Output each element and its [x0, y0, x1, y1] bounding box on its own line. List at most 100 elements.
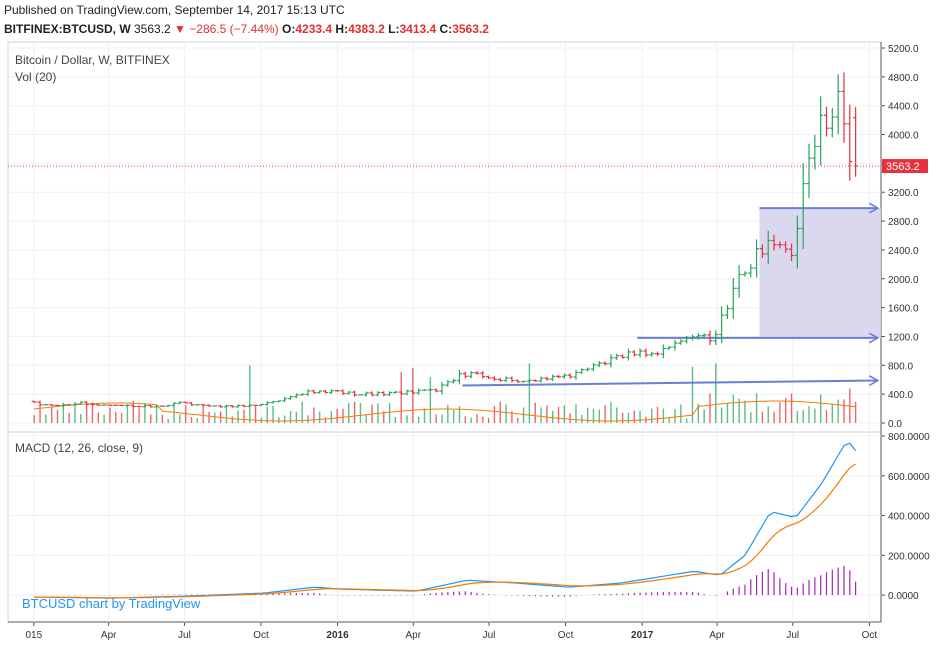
macd-tick-label: 400.0000 — [888, 512, 930, 523]
ohlc-bar-down — [89, 403, 95, 406]
ohlc-bar-down — [783, 241, 789, 253]
ohlc-bar-up — [317, 390, 323, 394]
macd-pane-title: MACD (12, 26, close, 9) — [15, 441, 143, 455]
ohlc-bar-up — [724, 304, 730, 319]
time-tick-label: Jul — [483, 630, 496, 641]
ohlc-bar-down — [433, 388, 439, 393]
ohlc-bar-up — [404, 389, 410, 396]
macd-tick-label: 200.0000 — [888, 551, 930, 562]
down-arrow-icon: ▼ — [174, 22, 186, 36]
ohlc-bar-up — [328, 389, 334, 394]
price-tick-label: 2000.0 — [888, 275, 919, 286]
time-tick-label: Apr — [709, 630, 725, 641]
time-tick-label: 2016 — [326, 630, 349, 641]
ohlc-bar-down — [515, 379, 521, 383]
ohlc-bar-up — [456, 369, 462, 385]
time-tick-label: Apr — [101, 630, 117, 641]
ohlc-bar-down — [229, 404, 235, 408]
ohlc-bar-down — [509, 376, 515, 383]
price-tick-label: 2400.0 — [888, 246, 919, 257]
volume-bars — [33, 363, 857, 423]
ohlc-bar-up — [445, 379, 451, 387]
macd-pane-frame — [7, 431, 882, 623]
price-tick-label: 3200.0 — [888, 188, 919, 199]
ohlc-bar-up — [561, 373, 567, 379]
ohlc-bar-down — [532, 379, 538, 382]
time-tick-label: Apr — [406, 630, 422, 641]
volume-ma-line — [34, 400, 856, 422]
ohlc-bar-up — [427, 388, 433, 391]
ohlc-bar-down — [352, 390, 358, 397]
ohlc-bar-up — [264, 401, 270, 406]
ohlc-bar-up — [742, 271, 748, 277]
open-value: 4233.4 — [295, 22, 333, 36]
tradingview-watermark[interactable]: BTCUSD chart by TradingView — [22, 596, 201, 611]
ohlc-bar-down — [486, 375, 492, 379]
ohlc-bar-up — [346, 390, 352, 395]
ohlc-bar-up — [60, 404, 66, 407]
ohlc-bar-up — [573, 369, 579, 380]
ohlc-bar-down — [567, 373, 573, 379]
ohlc-bar-down — [84, 401, 90, 406]
ohlc-bar-up — [468, 370, 474, 379]
ohlc-bar-up — [526, 379, 532, 383]
ohlc-bar-up — [270, 400, 276, 404]
ohlc-bar-down — [241, 404, 247, 408]
ohlc-bar-up — [521, 380, 527, 383]
ohlc-bar-up — [596, 360, 602, 368]
ohlc-bar-up — [538, 376, 544, 383]
open-label: O: — [282, 22, 296, 36]
ohlc-bar-up — [124, 404, 130, 407]
ohlc-bar-up — [754, 239, 760, 278]
ohlc-bar-up — [387, 391, 393, 396]
trend-lines[interactable] — [462, 208, 876, 387]
ohlc-bar-down — [410, 389, 416, 395]
ohlc-bar-up — [293, 393, 299, 399]
price-pane-title: Bitcoin / Dollar, W, BITFINEX — [15, 53, 170, 67]
volume-label: Vol (20) — [15, 70, 56, 84]
ohlc-bar-down — [49, 404, 55, 406]
ohlc-bar-up — [282, 397, 288, 403]
ohlc-bar-up — [660, 344, 666, 359]
time-tick-label: Oct — [862, 630, 878, 641]
ohlc-bar-down — [381, 391, 387, 397]
price-tick-label: 800.0 — [888, 361, 913, 372]
ohlc-bar-down — [497, 377, 503, 382]
ohlc-bar-down — [107, 404, 113, 406]
time-axis-ticks: 015 Apr Jul Oct 2016 Apr Jul Oct 2017 Apr Jul Oct — [25, 622, 877, 641]
ohlc-bar-down — [789, 243, 795, 262]
ohlc-bar-up — [579, 368, 585, 375]
low-label: L: — [388, 22, 400, 36]
macd-tick-label: 600.0000 — [888, 472, 930, 483]
ohlc-bar-up — [305, 389, 311, 397]
macd-axis-ticks: 800.0000 600.0000 400.0000 200.0000 0.0000 — [881, 432, 930, 602]
last-price-tag-label: 3563.2 — [886, 161, 920, 173]
ohlc-bar-down — [474, 371, 480, 375]
ohlc-bar-down — [322, 390, 328, 394]
ohlc-bar-up — [794, 215, 800, 269]
ohlc-bar-up — [829, 107, 835, 138]
ohlc-bar-up — [247, 404, 253, 408]
ohlc-bar-up — [212, 405, 218, 407]
price-tick-label: 0.0 — [888, 419, 902, 430]
ohlc-bar-up — [72, 403, 78, 406]
ohlc-bar-up — [666, 346, 672, 350]
macd-histogram — [39, 565, 857, 597]
ohlc-bars — [31, 72, 859, 408]
published-line: Published on TradingView.com, September … — [4, 3, 345, 17]
time-tick-label: Jul — [178, 630, 191, 641]
ohlc-bar-down — [369, 391, 375, 397]
ohlc-bar-up — [43, 404, 49, 406]
ohlc-bar-up — [223, 404, 229, 408]
ohlc-bar-up — [177, 401, 183, 405]
ohlc-bar-up — [357, 394, 363, 396]
ohlc-bar-up — [363, 391, 369, 397]
trend-line — [462, 380, 876, 387]
price-tick-label: 5200.0 — [888, 44, 919, 55]
time-tick-label: Oct — [558, 630, 574, 641]
last-price-tag — [882, 159, 928, 174]
price-axis-ticks: 5200.04800.04400.04000.03600.03200.02800… — [881, 44, 919, 430]
consolidation-box[interactable] — [759, 208, 881, 338]
ohlc-bar-down — [771, 234, 777, 251]
